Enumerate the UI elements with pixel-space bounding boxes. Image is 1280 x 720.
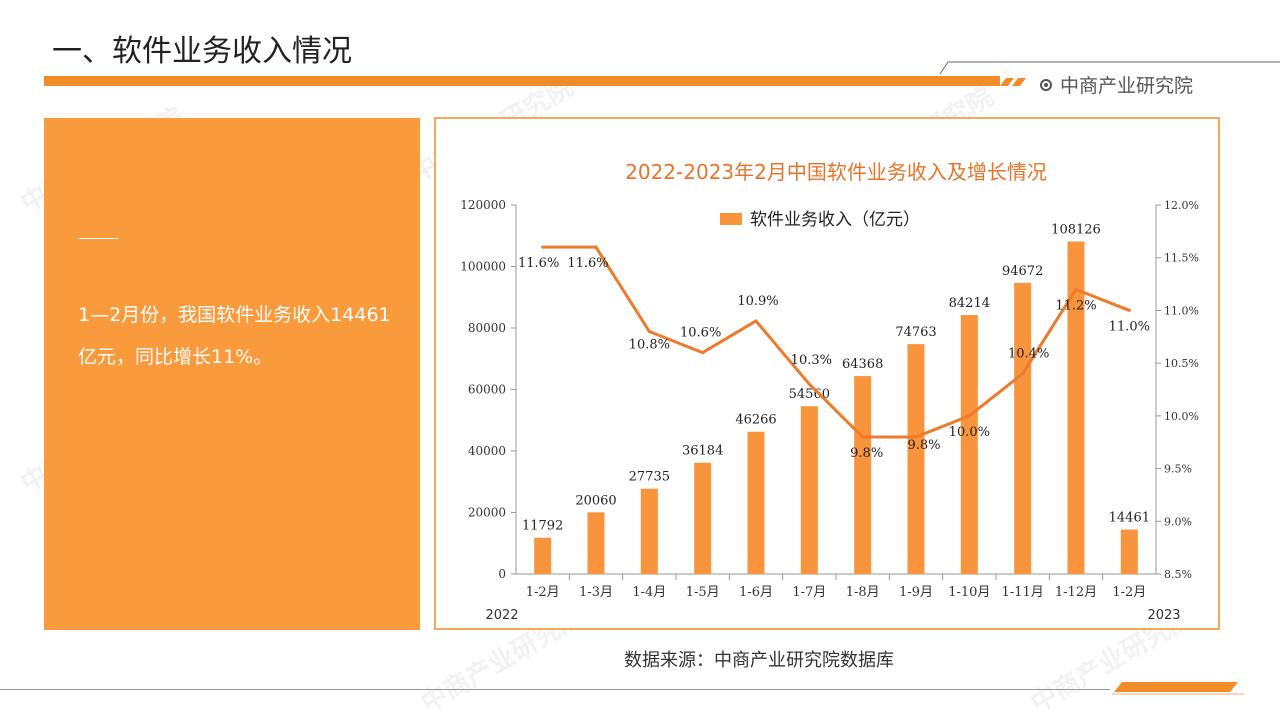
line-point bbox=[754, 319, 758, 323]
bar bbox=[534, 537, 552, 574]
y-right-tick-label: 12.0% bbox=[1164, 199, 1199, 212]
bar-data-label: 54560 bbox=[789, 387, 830, 402]
x-group-label: 2022 bbox=[485, 608, 518, 623]
y-right-tick-label: 10.0% bbox=[1164, 410, 1199, 423]
footer-divider bbox=[0, 689, 1110, 690]
bar bbox=[694, 462, 712, 574]
bar bbox=[907, 344, 925, 574]
line-point bbox=[914, 435, 918, 439]
panel-divider bbox=[78, 238, 118, 239]
legend-label: 软件业务收入（亿元） bbox=[750, 210, 920, 230]
bar bbox=[747, 431, 765, 574]
data-source: 数据来源：中商产业研究院数据库 bbox=[624, 650, 894, 671]
brand-logo: 中商产业研究院 bbox=[1040, 71, 1193, 98]
bar bbox=[960, 315, 978, 574]
line-point bbox=[1074, 287, 1078, 291]
bar bbox=[640, 488, 658, 574]
line-data-label: 10.0% bbox=[949, 425, 990, 440]
chart-frame: 2022-2023年2月中国软件业务收入及增长情况软件业务收入（亿元） 0 2000… bbox=[434, 117, 1220, 630]
summary-panel: 1—2月份，我国软件业务收入14461亿元，同比增长11%。 bbox=[44, 118, 420, 630]
x-tick-label: 1-11月 bbox=[1002, 585, 1044, 600]
x-tick-label: 1-5月 bbox=[686, 585, 720, 600]
bar bbox=[1067, 241, 1085, 574]
line-point bbox=[861, 435, 865, 439]
line-data-label: 10.4% bbox=[1008, 347, 1049, 362]
y-right-tick-label: 11.5% bbox=[1164, 252, 1199, 265]
y-right-tick-label: 11.0% bbox=[1164, 304, 1199, 317]
bar-data-label: 14461 bbox=[1109, 511, 1150, 526]
line-point bbox=[701, 351, 705, 355]
x-tick-label: 1-10月 bbox=[948, 585, 990, 600]
y-left-tick-label: 80000 bbox=[468, 321, 506, 335]
header-decoration bbox=[940, 61, 1280, 86]
target-icon bbox=[1040, 78, 1052, 91]
x-tick-label: 1-4月 bbox=[632, 585, 666, 600]
x-tick-label: 1-2月 bbox=[1112, 585, 1146, 600]
legend-swatch bbox=[720, 213, 742, 225]
y-left-tick-label: 60000 bbox=[468, 383, 506, 397]
y-left-tick-label: 0 bbox=[498, 567, 506, 581]
y-left-tick-label: 40000 bbox=[468, 444, 506, 458]
x-tick-label: 1-12月 bbox=[1055, 585, 1097, 600]
line-data-label: 10.6% bbox=[680, 326, 721, 341]
bar-data-label: 11792 bbox=[522, 519, 563, 534]
bar bbox=[800, 406, 818, 574]
y-right-tick-label: 10.5% bbox=[1164, 357, 1199, 370]
line-point bbox=[594, 245, 598, 249]
line-data-label: 9.8% bbox=[907, 438, 940, 453]
bar-data-label: 64368 bbox=[842, 357, 883, 372]
bar-data-label: 74763 bbox=[895, 325, 936, 340]
y-right-tick-label: 8.5% bbox=[1164, 568, 1192, 581]
x-group-label: 2023 bbox=[1147, 608, 1180, 623]
bar bbox=[587, 512, 605, 574]
y-right-tick-label: 9.5% bbox=[1164, 463, 1192, 476]
footer-decoration bbox=[1112, 682, 1244, 695]
y-left-tick-label: 20000 bbox=[468, 506, 506, 520]
x-tick-label: 1-7月 bbox=[792, 585, 826, 600]
y-left-tick-label: 120000 bbox=[460, 198, 506, 212]
chart-title: 2022-2023年2月中国软件业务收入及增长情况 bbox=[625, 160, 1047, 184]
x-tick-label: 1-8月 bbox=[846, 585, 880, 600]
bar-data-label: 20060 bbox=[575, 493, 616, 508]
summary-text: 1—2月份，我国软件业务收入14461亿元，同比增长11%。 bbox=[78, 304, 391, 368]
y-right-tick-label: 9.0% bbox=[1164, 515, 1192, 528]
brand-name: 中商产业研究院 bbox=[1060, 75, 1194, 97]
bar-data-label: 94672 bbox=[1002, 264, 1043, 279]
bar bbox=[1120, 529, 1138, 574]
x-tick-label: 1-9月 bbox=[899, 585, 933, 600]
line-point bbox=[541, 245, 545, 249]
y-left-tick-label: 100000 bbox=[460, 260, 506, 274]
bar bbox=[1014, 282, 1032, 574]
title-underline bbox=[44, 76, 1000, 86]
x-tick-label: 1-6月 bbox=[739, 585, 773, 600]
line-point bbox=[807, 382, 811, 386]
line-point bbox=[967, 414, 971, 418]
bar-data-label: 84214 bbox=[949, 296, 990, 311]
line-data-label: 11.0% bbox=[1109, 319, 1150, 334]
growth-line bbox=[542, 245, 1130, 439]
line-point bbox=[1021, 372, 1025, 376]
x-tick-label: 1-2月 bbox=[526, 585, 560, 600]
line-data-label: 10.3% bbox=[791, 353, 832, 368]
bar-data-label: 108126 bbox=[1051, 223, 1101, 238]
bar-data-label: 46266 bbox=[735, 413, 776, 428]
bar-data-label: 27735 bbox=[629, 470, 670, 485]
line-point bbox=[647, 330, 651, 334]
bar bbox=[854, 376, 872, 574]
line-data-label: 9.8% bbox=[850, 446, 883, 461]
bar-data-label: 36184 bbox=[682, 444, 723, 459]
line-data-label: 10.9% bbox=[737, 294, 778, 309]
line-data-label: 11.6% bbox=[518, 256, 559, 271]
page-title: 一、软件业务收入情况 bbox=[52, 34, 352, 69]
line-data-label: 10.8% bbox=[629, 338, 670, 353]
line-point bbox=[1127, 308, 1131, 312]
line-data-label: 11.6% bbox=[567, 256, 608, 271]
x-tick-label: 1-3月 bbox=[579, 585, 613, 600]
line-data-label: 11.2% bbox=[1055, 298, 1096, 313]
